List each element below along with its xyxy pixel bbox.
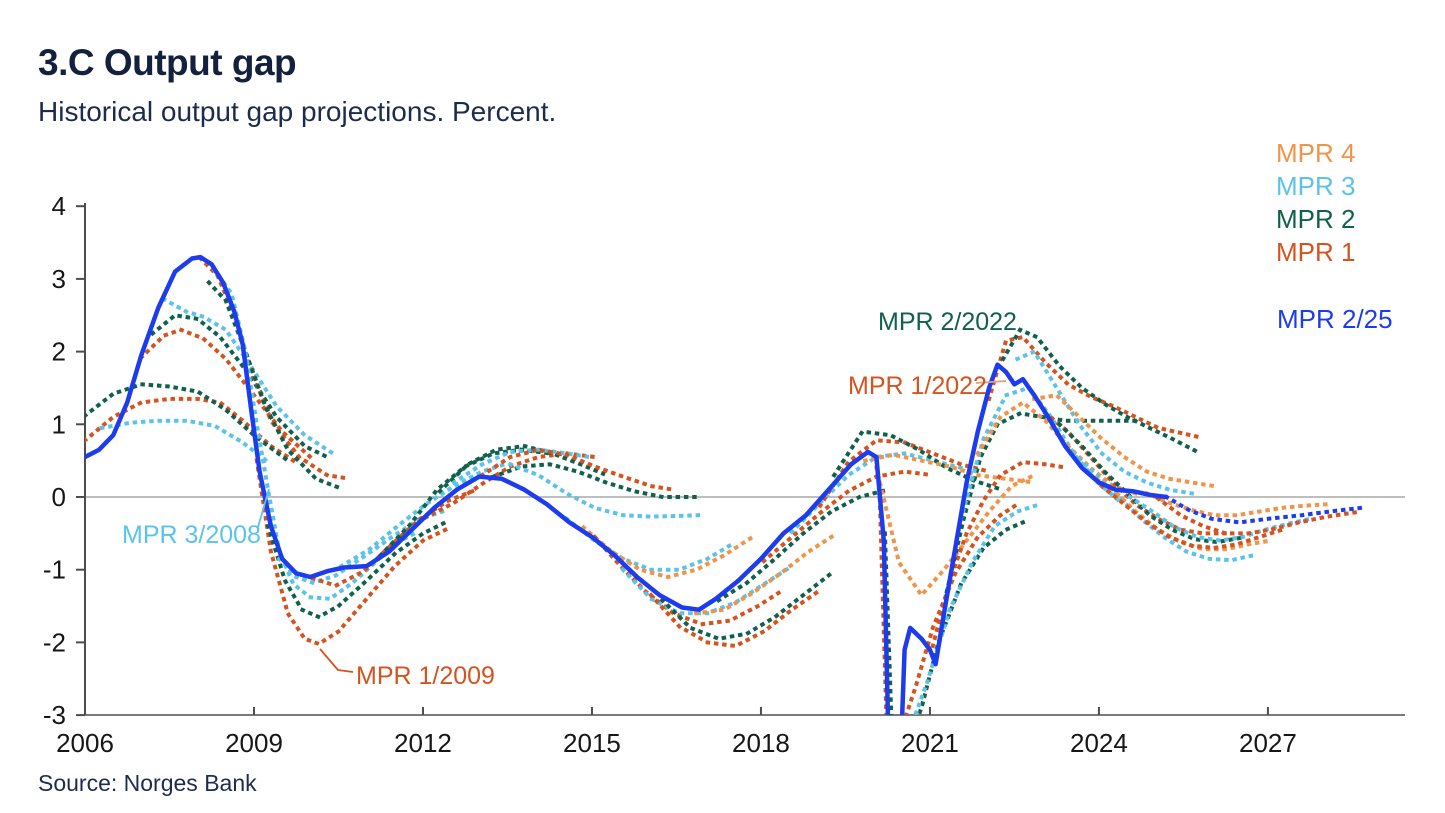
series-mpr-1-2023 — [1042, 410, 1228, 536]
series-mpr-2-2022 — [1000, 327, 1201, 455]
series-mpr-1-2024 — [1098, 483, 1285, 550]
legend-item-mpr-2-25: MPR 2/25 — [1277, 304, 1393, 334]
series-mpr-1-2009 — [254, 458, 449, 647]
series-mpr-3-2020 — [913, 501, 1043, 715]
chart-subtitle: Historical output gap projections. Perce… — [38, 96, 557, 127]
series-mpr-3-2013 — [507, 461, 702, 519]
series-mpr-2-2008 — [206, 279, 347, 493]
series-mpr-1-2020 — [877, 480, 1021, 715]
series-mpr-2-2013 — [490, 462, 699, 499]
annotation-label: MPR 2/2022 — [878, 308, 1017, 336]
series-mpr-4-2016 — [693, 530, 840, 616]
chart-legend: MPR 4 MPR 3 MPR 2 MPR 1 — [1276, 137, 1355, 269]
x-tick-label: 2027 — [1239, 728, 1297, 758]
series-mpr-1-2018 — [760, 469, 936, 564]
series-mpr-2-25-projection — [1163, 494, 1364, 525]
x-tick-label: 2018 — [732, 728, 790, 758]
series-mpr-1-2022 — [986, 334, 1200, 440]
y-tick-label: 4 — [52, 191, 66, 221]
legend-item-mpr-3: MPR 3 — [1276, 171, 1356, 201]
series-mpr-1-2010 — [310, 487, 480, 588]
y-tick-label: -2 — [43, 627, 66, 657]
annotation-connector — [257, 488, 270, 528]
series-mpr-1-2016 — [648, 587, 823, 649]
series-mpr-4-2014 — [580, 524, 756, 580]
x-tick-label: 2015 — [563, 728, 621, 758]
series-mpr-2-2021 — [944, 411, 1144, 594]
series-mpr-1-2007 — [138, 327, 314, 460]
series-mpr-3-2010 — [338, 461, 508, 569]
series-mpr-4-2022 — [1031, 393, 1217, 489]
series-mpr-1-2015 — [591, 534, 784, 627]
series-mpr-3-2014 — [563, 515, 739, 572]
series-mpr-1-2013 — [479, 447, 676, 492]
series-mpr-3-2023 — [1070, 450, 1257, 563]
annotation-label: MPR 3/2008 — [122, 521, 261, 549]
y-tick-label: -3 — [43, 700, 66, 730]
y-tick-label: 1 — [52, 409, 66, 439]
x-tick-label: 2024 — [1070, 728, 1128, 758]
series-mpr-2-2019 — [831, 429, 1001, 491]
series-mpr-3-2012 — [451, 447, 592, 486]
series-mpr-4-2023 — [1087, 472, 1273, 552]
y-tick-label: 0 — [52, 482, 66, 512]
chart-legend-current: MPR 2/25 — [1277, 303, 1393, 336]
y-tick-label: 3 — [52, 264, 66, 294]
x-tick-label: 2021 — [901, 728, 959, 758]
annotation-connector — [319, 648, 354, 673]
source-note: Source: Norges Bank — [38, 770, 257, 796]
legend-item-mpr-1: MPR 1 — [1276, 237, 1356, 267]
series-mpr-1-2008 — [197, 255, 353, 482]
x-tick-label: 2012 — [394, 728, 452, 758]
series-mpr-2-2017 — [715, 487, 891, 603]
series-mpr-3-2024 — [1127, 494, 1313, 543]
series-mpr-3-2022 — [1014, 349, 1195, 496]
series-mpr-1-2019 — [817, 438, 992, 509]
series-mpr-1-2006 — [85, 396, 302, 468]
series-mpr-2-2009 — [265, 519, 449, 620]
series-mpr-2-2006 — [85, 382, 291, 464]
x-tick-label: 2006 — [56, 728, 114, 758]
legend-item-mpr-4: MPR 4 — [1276, 138, 1356, 168]
annotation-label: MPR 1/2009 — [356, 662, 495, 690]
series-mpr-4-2024 — [1144, 490, 1330, 518]
series-mpr-2-25-history — [85, 254, 1169, 715]
series-mpr-2-2016 — [659, 570, 835, 641]
x-tick-label: 2009 — [225, 728, 283, 758]
page-title: 3.C Output gap — [38, 42, 297, 83]
annotation-connector — [975, 380, 1007, 384]
series-mpr-2-2007 — [149, 313, 330, 460]
series-mpr-1-2025 — [1155, 495, 1364, 536]
y-tick-label: 2 — [52, 337, 66, 367]
series-mpr-2-2012 — [437, 444, 606, 495]
annotation-label: MPR 1/2022 — [848, 372, 987, 400]
y-tick-label: -1 — [43, 555, 66, 585]
series-mpr-2-2023 — [1056, 421, 1248, 545]
legend-item-mpr-2: MPR 2 — [1276, 204, 1356, 234]
series-mpr-3-2006 — [99, 418, 274, 468]
